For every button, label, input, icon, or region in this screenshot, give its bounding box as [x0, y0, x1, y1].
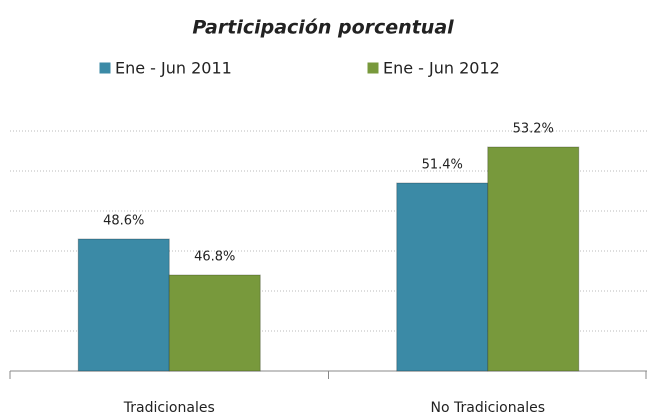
x-tick-label: No Tradicionales — [431, 400, 546, 416]
legend-label: Ene - Jun 2012 — [383, 59, 500, 78]
chart-title: Participación porcentual — [192, 17, 454, 39]
data-label: 53.2% — [513, 122, 554, 137]
bar — [487, 146, 580, 372]
legend-swatch — [366, 61, 380, 75]
data-label: 46.8% — [194, 250, 235, 265]
legend-label: Ene - Jun 2011 — [115, 59, 232, 78]
legend-swatch — [98, 61, 112, 75]
x-tick-label: Tradicionales — [123, 400, 215, 416]
data-label: 51.4% — [422, 158, 463, 173]
bar — [168, 274, 261, 372]
bar — [77, 238, 170, 372]
bar — [396, 182, 489, 372]
data-label: 48.6% — [103, 214, 144, 229]
